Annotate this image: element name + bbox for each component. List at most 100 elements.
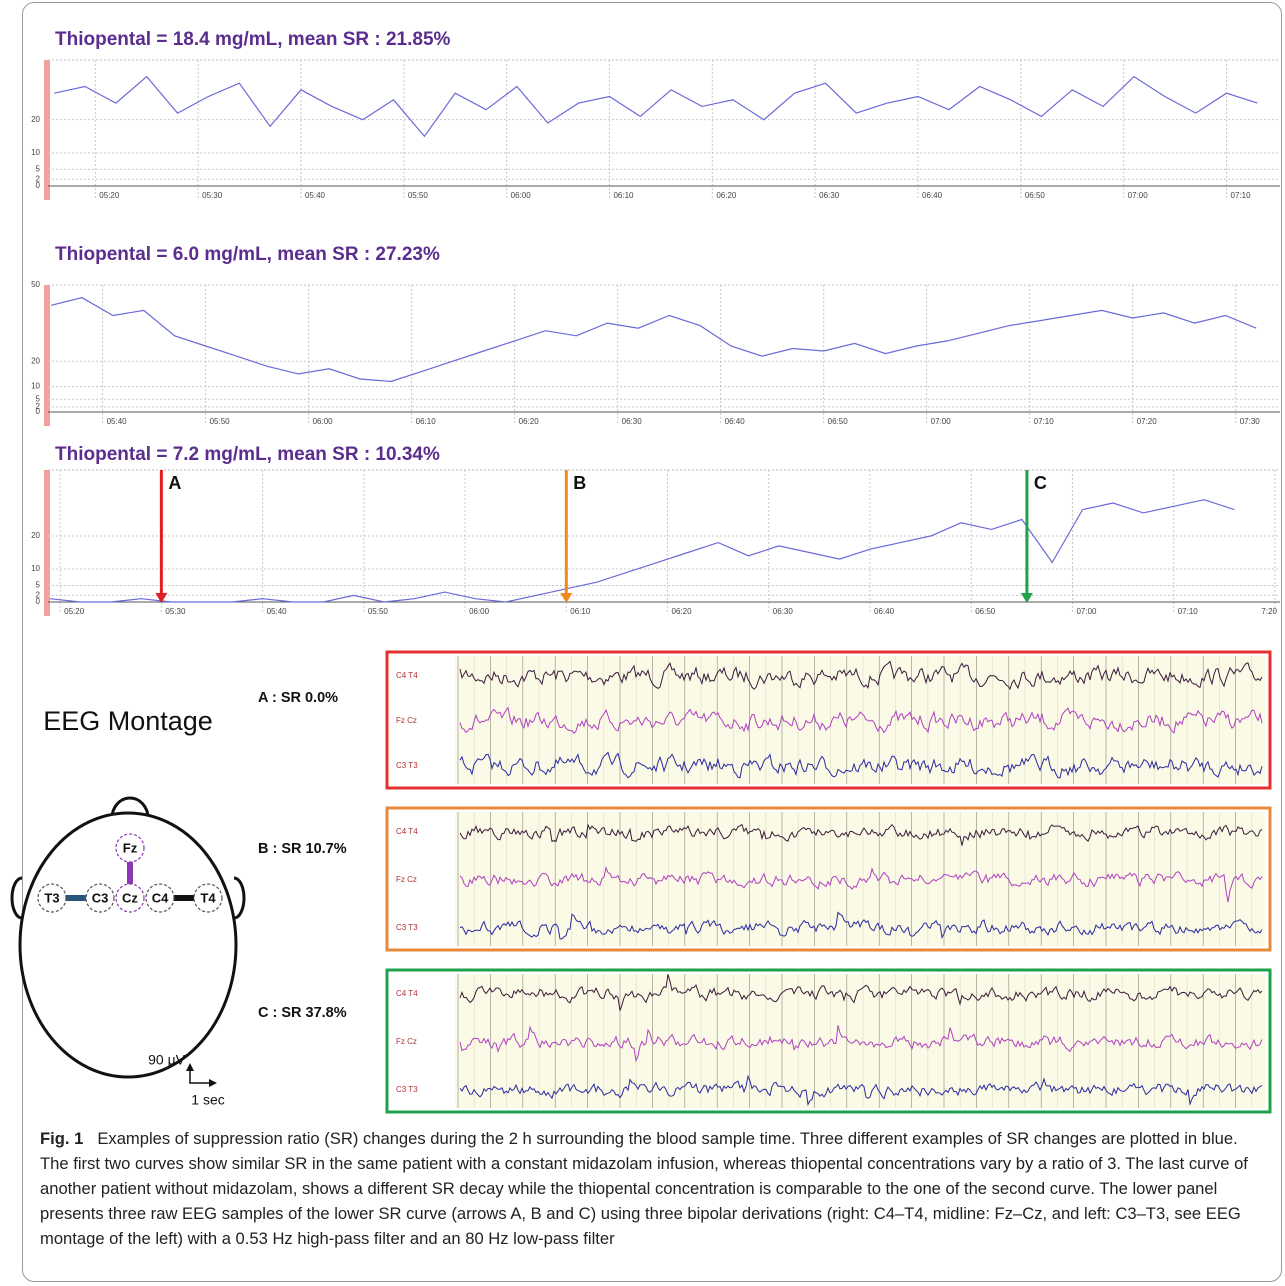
marker-arrow-head	[1020, 593, 1033, 603]
channel-label: Fz Cz	[396, 875, 417, 884]
marker-arrow-head	[560, 593, 573, 603]
x-tick-label: 06:00	[511, 191, 532, 200]
channel-label: C4 T4	[396, 827, 418, 836]
scale-time: 1 sec	[191, 1092, 224, 1108]
caption: Fig. 1 Examples of suppression ratio (SR)…	[40, 1126, 1268, 1251]
electrode	[115, 833, 145, 863]
ear-right	[233, 876, 246, 920]
marker-label: A	[168, 473, 181, 493]
montage-title: EEG Montage	[43, 706, 213, 736]
channel-label: Fz Cz	[396, 716, 417, 725]
y-tick-label: 2	[36, 174, 41, 183]
start-band	[44, 285, 50, 426]
x-tick-label: 05:50	[408, 191, 429, 200]
electrode	[85, 883, 115, 913]
electrode-label: T4	[200, 890, 216, 905]
channel-label: C3 T3	[396, 923, 418, 932]
scale-amplitude: 90 µV	[148, 1052, 186, 1068]
x-tick-label: 06:40	[874, 607, 895, 616]
y-tick-label: 5	[36, 394, 41, 403]
x-tick-label: 06:20	[672, 607, 693, 616]
y-tick-label: 0	[36, 597, 41, 606]
electrode	[193, 883, 223, 913]
x-tick-label: 06:30	[622, 417, 643, 426]
x-tick-label: 06:20	[716, 191, 737, 200]
eeg-trace	[459, 706, 1263, 735]
eeg-trace	[459, 911, 1263, 940]
y-tick-label: 10	[31, 148, 40, 157]
electrode-label: C3	[92, 890, 109, 905]
x-tick-label: 07:10	[1034, 417, 1055, 426]
x-tick-label: 06:10	[416, 417, 437, 426]
marker-label: C	[1034, 473, 1047, 493]
y-tick-label: 20	[31, 356, 40, 365]
x-tick-label: 05:30	[165, 607, 186, 616]
caption-text: Examples of suppression ratio (SR) chang…	[40, 1129, 1248, 1248]
x-tick-label: 06:50	[975, 607, 996, 616]
electrode-label: Cz	[122, 890, 138, 905]
electrode	[37, 883, 67, 913]
sample-label: A : SR 0.0%	[258, 690, 338, 706]
electrode-label: T3	[44, 890, 59, 905]
sr-line	[50, 297, 1257, 383]
x-tick-label: 05:20	[64, 607, 85, 616]
x-tick-label: 07:00	[1076, 607, 1097, 616]
caption-label: Fig. 1	[40, 1129, 84, 1148]
channel-label: Fz Cz	[396, 1037, 417, 1046]
scale-arrow-right	[209, 1079, 217, 1087]
chart-title: Thiopental = 7.2 mg/mL, mean SR : 10.34%	[55, 444, 440, 465]
y-tick-label: 5	[36, 165, 41, 174]
x-tick-label: 05:40	[305, 191, 326, 200]
x-tick-label: 05:50	[210, 417, 231, 426]
y-tick-label: 10	[31, 564, 40, 573]
x-tick-label: 05:30	[202, 191, 223, 200]
sr-line	[54, 75, 1258, 138]
x-tick-label: 06:30	[819, 191, 840, 200]
electrode	[115, 883, 145, 913]
x-tick-label: 07:10	[1178, 607, 1199, 616]
x-tick-label: 06:40	[725, 417, 746, 426]
x-tick-label: 07:20	[1137, 417, 1158, 426]
nose	[110, 796, 150, 819]
channel-label: C4 T4	[396, 989, 418, 998]
channel-label: C3 T3	[396, 1085, 418, 1094]
x-tick-label: 05:40	[107, 417, 128, 426]
y-tick-label: 0	[36, 407, 41, 416]
y-tick-label: 50	[31, 280, 40, 289]
start-band	[44, 470, 50, 616]
x-tick-label: 06:00	[469, 607, 490, 616]
electrode	[145, 883, 175, 913]
chart-title: Thiopental = 6.0 mg/mL, mean SR : 27.23%	[55, 244, 440, 265]
x-tick-label: 05:20	[99, 191, 120, 200]
figure: Thiopental = 18.4 mg/mL, mean SR : 21.85…	[10, 29, 1280, 1114]
x-tick-label: 06:30	[773, 607, 794, 616]
x-tick-label: 06:50	[828, 417, 849, 426]
y-tick-label: 0	[36, 181, 41, 190]
channel-label: C3 T3	[396, 761, 418, 770]
start-band	[44, 60, 50, 200]
eeg-trace	[459, 751, 1263, 779]
eeg-trace	[459, 1074, 1263, 1107]
x-tick-label: 07:00	[931, 417, 952, 426]
x-tick-label: 07:10	[1231, 191, 1252, 200]
sample-label: B : SR 10.7%	[258, 841, 347, 857]
x-tick-label: 06:50	[1025, 191, 1046, 200]
eeg-trace	[459, 823, 1263, 846]
marker-arrow-head	[155, 593, 168, 603]
y-tick-label: 2	[36, 402, 41, 411]
scale-bar	[189, 1070, 210, 1084]
scale-arrow-up	[186, 1063, 194, 1071]
chart-title: Thiopental = 18.4 mg/mL, mean SR : 21.85…	[55, 29, 451, 50]
electrode-label: Fz	[123, 840, 138, 855]
x-tick-label: 05:40	[267, 607, 288, 616]
figure-frame	[22, 2, 1282, 1282]
x-tick-label: 07:30	[1240, 417, 1261, 426]
ear-left	[10, 876, 23, 920]
y-tick-label: 20	[31, 115, 40, 124]
sr-line	[49, 499, 1235, 603]
eeg-trace	[459, 865, 1263, 903]
y-tick-label: 5	[36, 581, 41, 590]
x-tick-label: 06:00	[313, 417, 334, 426]
x-tick-label: 06:40	[922, 191, 943, 200]
